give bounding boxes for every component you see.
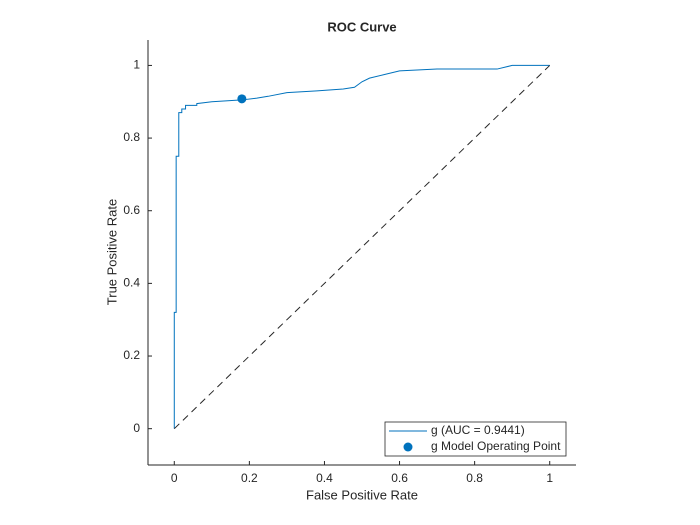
x-tick-label: 0 [171, 471, 178, 485]
x-tick-label: 0.2 [241, 471, 258, 485]
legend-label: g Model Operating Point [431, 439, 561, 453]
y-tick-label: 0.2 [123, 348, 140, 362]
legend-box [384, 421, 567, 457]
y-tick-label: 0 [133, 421, 140, 435]
y-axis-label: True Positive Rate [104, 199, 119, 305]
legend-marker [403, 442, 413, 452]
y-tick-label: 0.6 [123, 203, 140, 217]
y-tick-label: 1 [133, 58, 140, 72]
x-axis-label: False Positive Rate [306, 487, 418, 502]
legend-label: g (AUC = 0.9441) [431, 423, 525, 437]
x-tick-label: 1 [546, 471, 553, 485]
y-tick-label: 0.4 [123, 276, 140, 290]
chart-title: ROC Curve [327, 19, 396, 34]
x-tick-label: 0.8 [466, 471, 483, 485]
operating-point [237, 94, 247, 104]
y-tick-label: 0.8 [123, 130, 140, 144]
x-tick-label: 0.6 [391, 471, 408, 485]
roc-curve [173, 64, 550, 429]
reference-line [173, 65, 551, 430]
x-tick-label: 0.4 [316, 471, 333, 485]
